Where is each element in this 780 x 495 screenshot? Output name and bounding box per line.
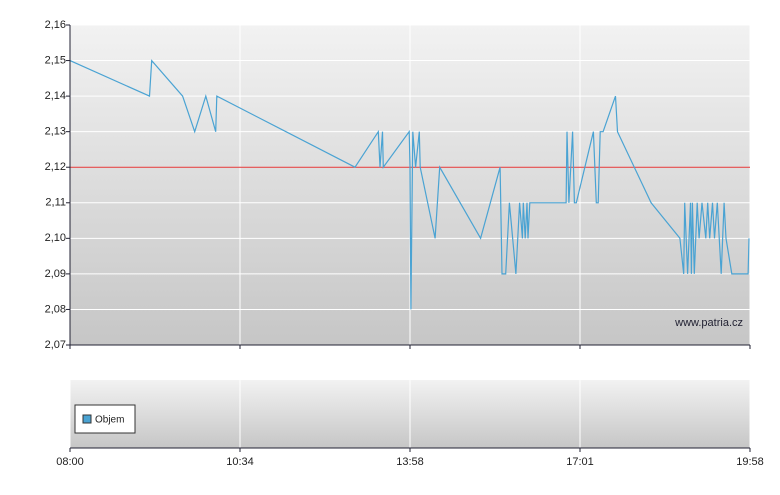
x-tick-label: 13:58 (396, 456, 424, 468)
y-tick-label: 2,16 (45, 19, 66, 31)
y-tick-label: 2,08 (45, 303, 66, 315)
y-tick-label: 2,10 (45, 232, 66, 244)
y-tick-label: 2,14 (45, 90, 66, 102)
price-line (69, 59, 750, 310)
y-tick-label: 2,12 (45, 161, 66, 173)
x-tick-label: 08:00 (56, 456, 84, 468)
y-tick-label: 2,13 (45, 126, 66, 138)
y-tick-label: 2,07 (45, 339, 66, 351)
watermark: www.patria.cz (674, 317, 743, 329)
y-tick-label: 2,15 (45, 54, 66, 66)
legend-swatch (82, 414, 92, 424)
x-tick-label: 19:58 (736, 456, 764, 468)
x-tick-label: 17:01 (566, 456, 594, 468)
x-tick-label: 10:34 (226, 456, 254, 468)
y-tick-label: 2,09 (45, 268, 66, 280)
y-tick-label: 2,11 (45, 197, 66, 209)
legend-label: Objem (95, 415, 124, 426)
